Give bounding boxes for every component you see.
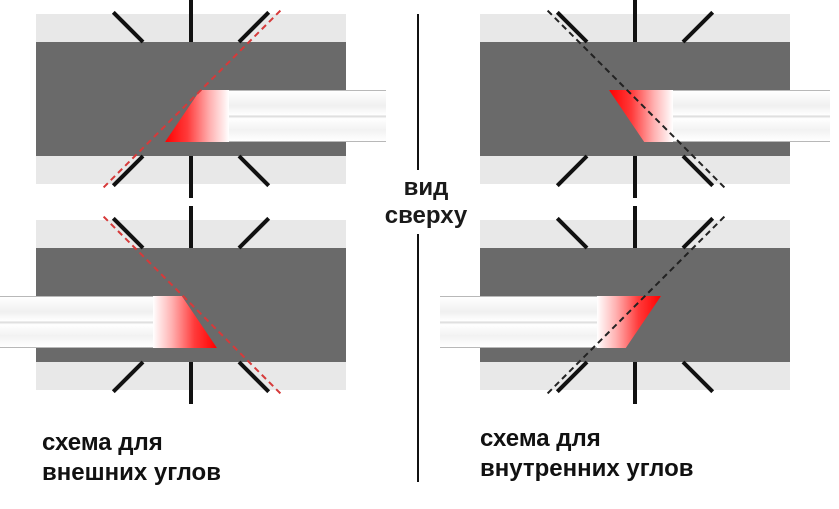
diagram-right-top (480, 14, 790, 184)
caption-right: схема для внутренних углов (480, 424, 694, 484)
center-label-line2: сверху (371, 202, 481, 230)
caption-left-line1: схема для (42, 428, 221, 458)
center-label: вид сверху (363, 170, 489, 234)
center-label-line1: вид (371, 174, 481, 202)
slot-top-center (633, 0, 637, 42)
caption-left-line2: внешних углов (42, 458, 221, 488)
slot-top-center (189, 206, 193, 248)
diagram-left-top (36, 14, 346, 184)
diagram-right-bot (480, 220, 790, 390)
caption-left: схема для внешних углов (42, 428, 221, 488)
cut-highlight (609, 90, 673, 142)
diagram-left-bot (36, 220, 346, 390)
molding (609, 90, 830, 142)
slot-top-center (189, 0, 193, 42)
slot-bot-center (633, 362, 637, 404)
cut-highlight (597, 296, 661, 348)
slot-bot-center (633, 156, 637, 198)
slot-bot-center (189, 156, 193, 198)
center-divider (417, 14, 419, 482)
molding (0, 296, 217, 348)
caption-right-line2: внутренних углов (480, 454, 694, 484)
slot-top-center (633, 206, 637, 248)
slot-bot-center (189, 362, 193, 404)
caption-right-line1: схема для (480, 424, 694, 454)
molding (165, 90, 386, 142)
molding (440, 296, 661, 348)
